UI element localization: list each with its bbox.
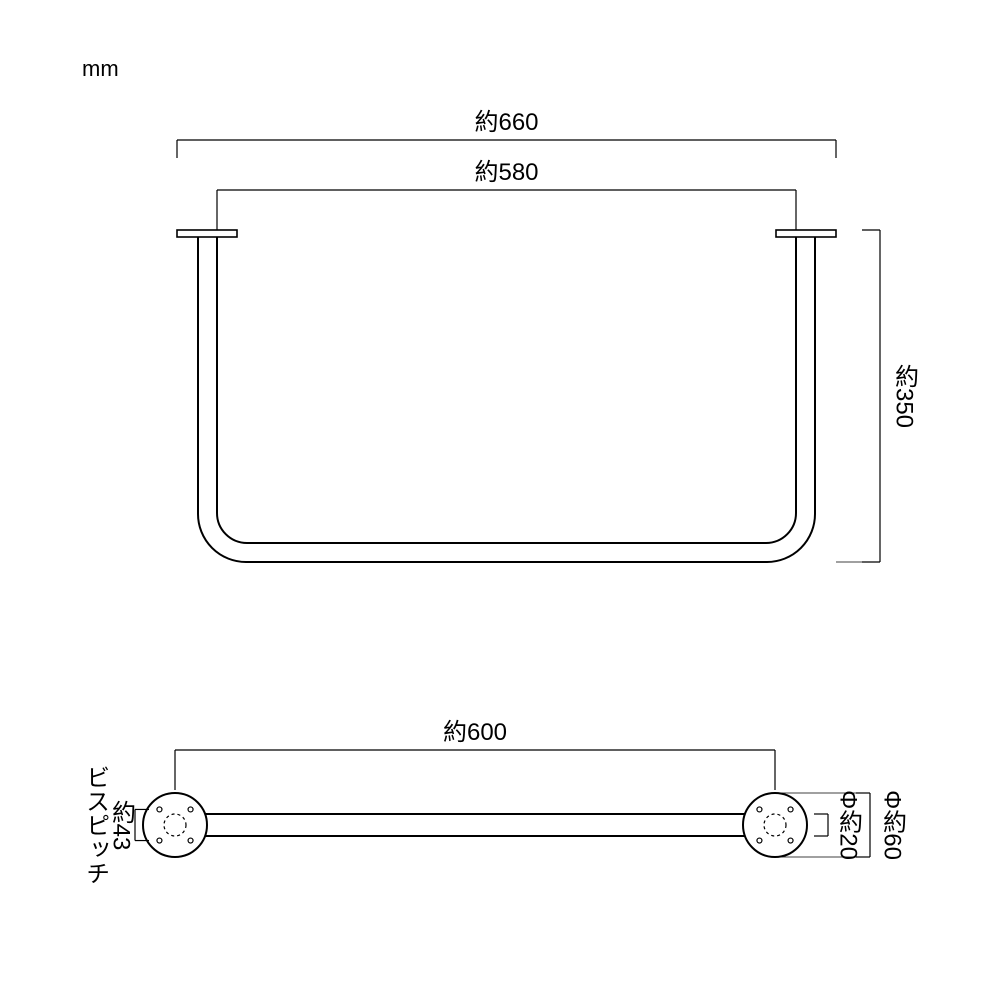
u-bar-inner — [217, 237, 796, 543]
flange-right — [776, 230, 836, 237]
dim-43-label-1: ビスピッチ — [82, 765, 109, 885]
technical-drawing: mm 約660 約580 約350 約600 Φ約20 Φ約60 ビスピッチ約43 — [0, 0, 1000, 1000]
dim-350-label: 約350 — [891, 364, 919, 428]
dim-660-label: 約660 — [474, 109, 538, 136]
flange-left — [177, 230, 237, 237]
front-view: 約660 約580 約350 — [177, 109, 919, 562]
unit-label: mm — [82, 56, 119, 81]
dim-600-label: 約600 — [443, 719, 507, 746]
flange-circle-left — [143, 793, 207, 857]
top-view: 約600 Φ約20 Φ約60 ビスピッチ約43 — [82, 719, 907, 885]
dim-phi20-label: Φ約20 — [835, 790, 863, 860]
u-bar-outer — [198, 237, 815, 562]
dim-phi60-label: Φ約60 — [879, 790, 907, 860]
flange-circle-right — [743, 793, 807, 857]
dim-580-label: 約580 — [474, 159, 538, 186]
dim-43-label-2: 約43 — [108, 800, 136, 851]
